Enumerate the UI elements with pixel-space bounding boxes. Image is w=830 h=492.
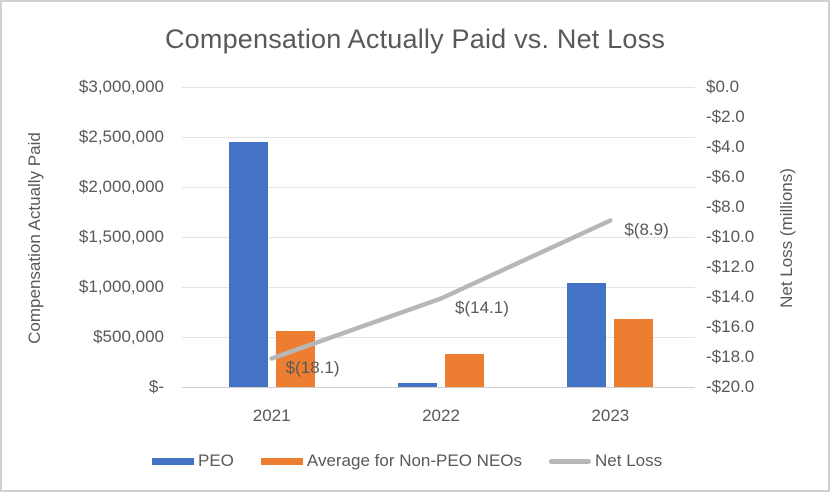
right-axis-tick: -$8.0 — [706, 197, 745, 216]
x-axis-label: 2022 — [422, 406, 460, 425]
right-axis-tick: -$6.0 — [706, 167, 745, 186]
peo-swatch-icon — [152, 457, 194, 465]
non-peo-swatch-icon — [260, 457, 303, 465]
net-loss-swatch-icon — [549, 458, 592, 464]
bar-peo-2022 — [398, 383, 437, 387]
right-axis-tick: $0.0 — [706, 77, 740, 96]
gridline — [182, 187, 695, 188]
legend-item-peo: PEO — [152, 451, 234, 471]
legend-label-non-peo: Average for Non-PEO NEOs — [306, 451, 523, 470]
right-axis-tick: -$20.0 — [706, 377, 755, 396]
legend: PEO Average for Non-PEO NEOs Net Loss — [152, 451, 662, 471]
net-loss-data-label: $(8.9) — [624, 219, 669, 239]
right-axis-tick: -$16.0 — [706, 317, 755, 336]
bar-peo-2023 — [567, 283, 607, 387]
left-axis-tick: $500,000 — [93, 327, 164, 346]
bar-non-peo-2023 — [614, 319, 654, 387]
left-axis-tick: $2,500,000 — [78, 127, 164, 146]
x-axis-label: 2023 — [591, 406, 630, 425]
gridline — [182, 137, 695, 138]
gridline — [182, 87, 695, 88]
left-axis-tick: $1,500,000 — [78, 227, 164, 246]
bar-non-peo-2022 — [445, 354, 484, 387]
legend-item-non-peo: Average for Non-PEO NEOs — [260, 451, 523, 471]
right-axis-tick: -$10.0 — [706, 227, 755, 246]
net-loss-data-label: $(14.1) — [455, 297, 509, 317]
net-loss-data-label: $(18.1) — [285, 357, 340, 377]
left-axis-tick: $3,000,000 — [78, 77, 164, 96]
x-axis-line — [182, 387, 695, 388]
legend-label-peo: PEO — [198, 451, 234, 470]
bar-peo-2021 — [228, 142, 268, 387]
right-axis-tick: -$18.0 — [706, 347, 755, 366]
right-axis-tick: -$4.0 — [706, 137, 745, 156]
chart-title: Compensation Actually Paid vs. Net Loss — [164, 24, 666, 54]
left-axis-tick: $- — [148, 377, 164, 396]
legend-label-net-loss: Net Loss — [595, 451, 663, 470]
right-axis-title: Net Loss (millions) — [777, 168, 796, 308]
right-axis-tick: -$14.0 — [706, 287, 755, 306]
right-axis-tick: -$2.0 — [706, 107, 745, 126]
right-axis-tick: -$12.0 — [706, 257, 755, 276]
left-axis-tick: $1,000,000 — [78, 277, 164, 296]
x-axis-label: 2021 — [252, 406, 291, 425]
left-axis-tick: $2,000,000 — [78, 177, 164, 196]
legend-item-net-loss: Net Loss — [549, 451, 662, 471]
